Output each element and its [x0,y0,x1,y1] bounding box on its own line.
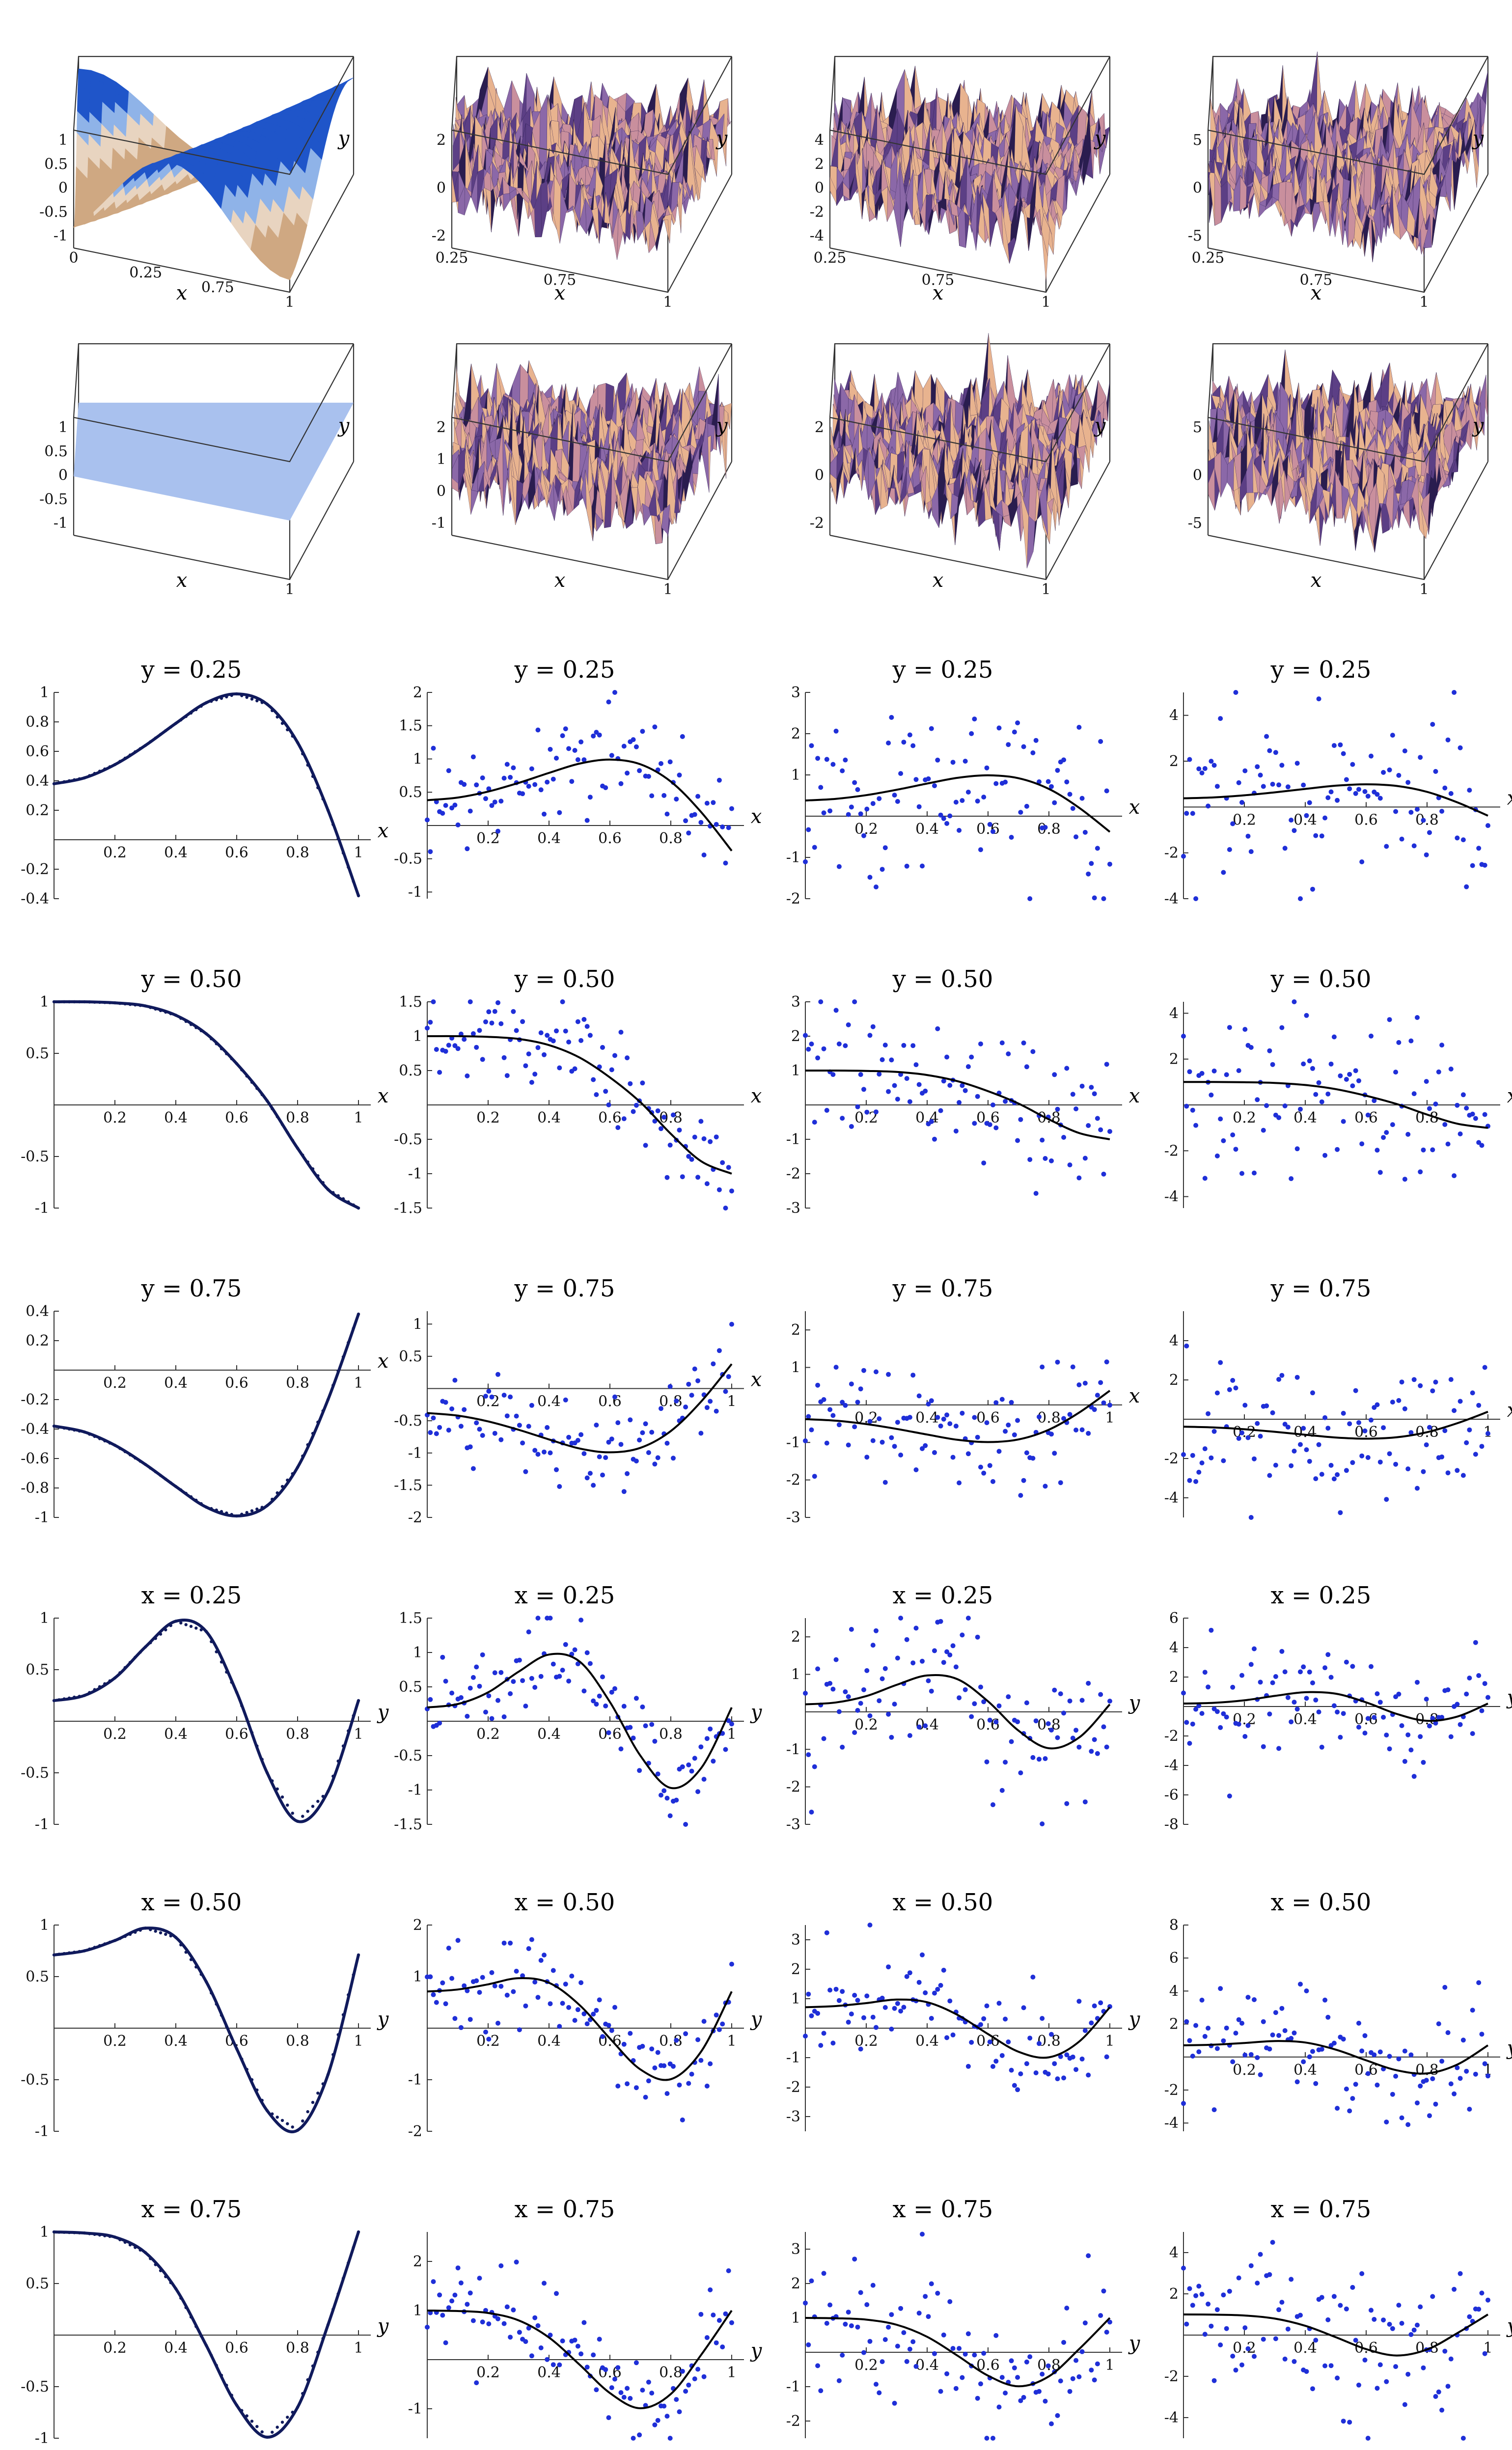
z-tick-label: 0 [437,180,446,197]
z-tick-label: 0 [58,467,68,484]
surface-facet [1221,181,1228,222]
x-tick-label: 1 [1419,294,1429,311]
x-tick-label: 0 [69,249,78,267]
x-tick-label: 0.25 [814,249,847,267]
surface-plot-5: 1 0.5 0 -0.5 -1 1 x y [39,344,354,598]
x-axis-label: x [933,282,944,304]
z-tick-label: 1 [58,132,68,149]
z-tick-label: 0.5 [44,156,68,173]
z-tick-label: -4 [810,227,824,245]
z-tick-label: 4 [815,132,824,149]
surface-facet [200,142,212,146]
z-tick-label: 0 [815,180,824,197]
z-tick-label: -1 [54,227,68,245]
x-axis-label: x [1311,282,1322,304]
surface-facet [541,181,548,237]
z-tick-label: -0.5 [39,491,68,508]
y-axis-label: y [337,127,350,150]
y-axis-label: y [715,127,728,150]
x-tick-label: 0.25 [436,249,468,267]
surface-facet [1313,203,1320,232]
surface-facet [503,193,510,211]
x-tick-label: 0.25 [129,264,162,281]
z-tick-label: 2 [815,156,824,173]
y-axis-label: y [337,414,350,437]
x-tick-label: 1 [663,294,672,311]
x-axis-label: x [176,282,188,304]
x-tick-label: 0.25 [1192,249,1225,267]
z-tick-label: 5 [1193,132,1202,149]
z-tick-label: -1 [54,515,68,532]
z-tick-label: -2 [432,227,446,245]
y-axis-label: y [1094,127,1106,150]
x-tick-label: 1 [1041,294,1050,311]
x-axis-label: x [554,282,566,304]
z-tick-label: -5 [1188,227,1202,245]
z-tick-label: 2 [437,132,446,149]
x-tick-label: 1 [285,581,294,598]
z-tick-label: -0.5 [39,203,68,220]
y-axis-label: y [1472,127,1485,150]
z-tick-label: 0 [1193,180,1202,197]
z-tick-label: 0.5 [44,443,68,460]
z-tick-label: 1 [58,419,68,436]
x-axis-label: x [176,569,188,592]
x-tick-label: 0.75 [201,279,234,296]
x-tick-label: 1 [285,294,294,311]
surface-facet [592,208,600,244]
z-tick-label: 0 [58,180,68,197]
z-tick-label: -2 [810,203,824,220]
